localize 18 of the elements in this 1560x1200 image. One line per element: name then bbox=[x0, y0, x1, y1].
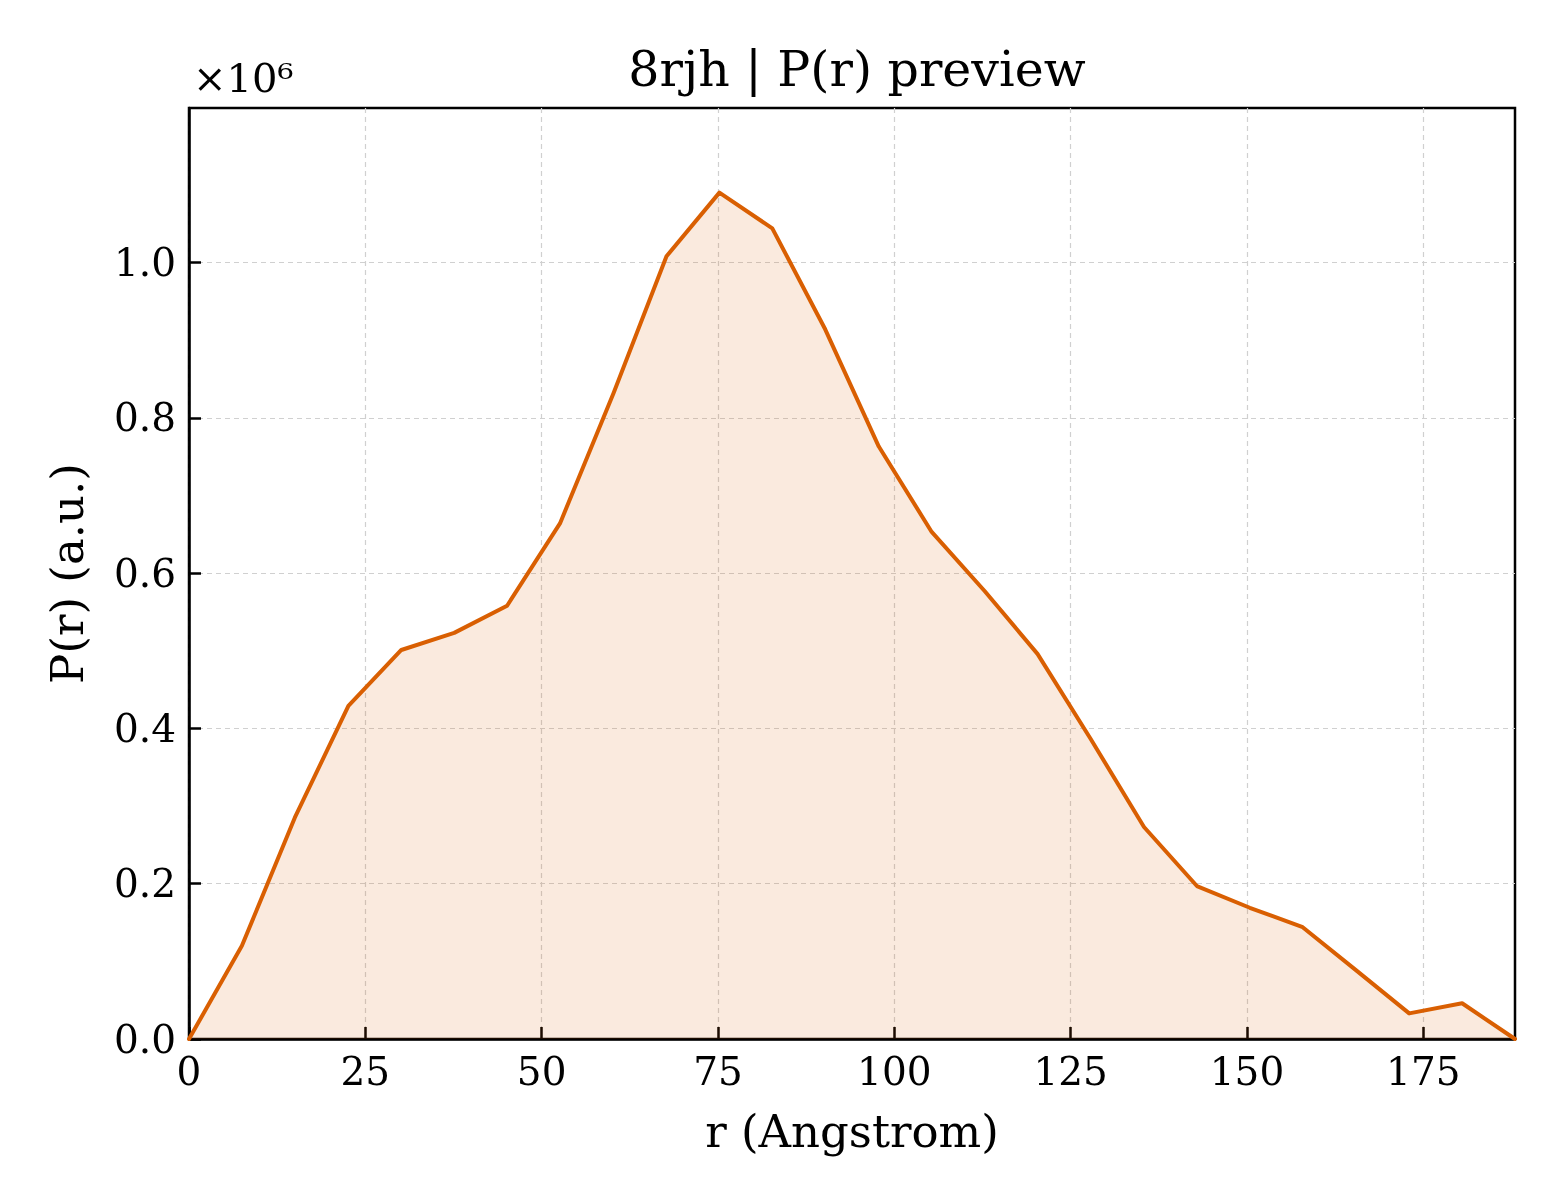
x-tick-label: 125 bbox=[1033, 1049, 1108, 1094]
y-tick-label: 1.0 bbox=[113, 240, 176, 286]
x-tick-label: 75 bbox=[693, 1049, 743, 1094]
x-tick-label: 175 bbox=[1386, 1049, 1461, 1094]
y-tick-label: 0.8 bbox=[113, 395, 176, 441]
chart-title: 8rjh | P(r) preview bbox=[628, 41, 1086, 98]
x-axis-title: r (Angstrom) bbox=[705, 1105, 999, 1158]
x-tick-label: 0 bbox=[176, 1049, 202, 1094]
x-tick-label: 25 bbox=[340, 1049, 391, 1094]
y-tick-label: 0.4 bbox=[113, 705, 176, 751]
text: ×10⁶ bbox=[193, 55, 294, 101]
y-tick-label: 0.6 bbox=[113, 550, 176, 596]
y-axis-title: P(r) (a.u.) bbox=[41, 463, 94, 684]
x-tick-label: 100 bbox=[857, 1049, 932, 1094]
x-tick-label: 150 bbox=[1209, 1049, 1285, 1094]
x-tick-label: 50 bbox=[516, 1049, 567, 1094]
y-tick-label: 0.2 bbox=[113, 861, 176, 907]
y-tick-label: 0.0 bbox=[113, 1016, 176, 1062]
